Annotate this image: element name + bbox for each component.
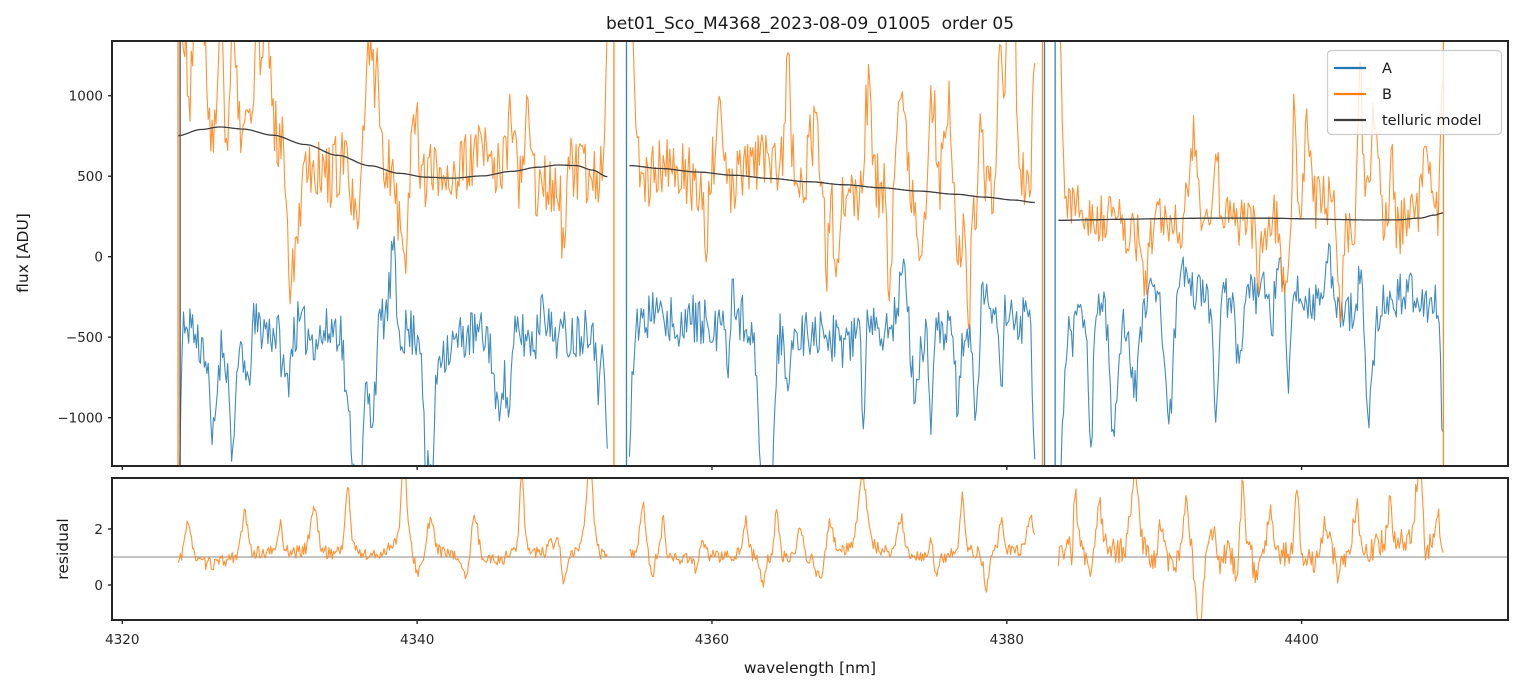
residual-segment-2 [629, 478, 1036, 593]
legend-label-A: A [1382, 61, 1392, 77]
plot-root: 4320 4340 4360 4380 4400 1000 500 0 −500 −1000 2 0 [57, 40, 1509, 648]
plot-title: bet01_Sco_M4368_2023-08-09_01005 order 0… [606, 14, 1014, 34]
legend-box [1326, 49, 1503, 136]
series-A-segment-1 [179, 236, 608, 466]
flux-y-tick-label: −1000 [57, 411, 103, 427]
telluric-model-segment-2 [629, 164, 1035, 204]
flux-y-tick-label: 0 [94, 250, 103, 266]
x-tick-label: 4380 [990, 632, 1024, 648]
flux-y-tick-label: 1000 [69, 89, 103, 105]
bottom-panel-frame [111, 477, 1509, 621]
x-tick-label: 4340 [400, 632, 434, 648]
series-B-segment-2 [632, 41, 1036, 330]
residual-y-tick-label: 0 [94, 578, 103, 594]
residual-axis-label: residual [54, 518, 72, 579]
series-A-segment-2 [628, 258, 1036, 466]
series-B-segment-1 [181, 41, 608, 305]
residual-segment-3 [1057, 478, 1444, 620]
x-tick-label: 4360 [695, 632, 729, 648]
flux-axis-label: flux [ADU] [14, 213, 32, 293]
bottom-panel-data [112, 478, 1508, 620]
legend-label-B: B [1382, 87, 1392, 103]
top-panel-data [177, 41, 1445, 466]
x-tick-label: 4320 [105, 632, 139, 648]
series-A-segment-3 [1057, 243, 1444, 466]
legend-label-telluric: telluric model [1382, 113, 1482, 129]
flux-y-tick-label: 500 [77, 169, 103, 185]
residual-segment-1 [177, 478, 608, 585]
telluric-model-segment-1 [178, 126, 608, 179]
x-axis-label: wavelength [nm] [744, 659, 876, 677]
residual-y-tick-label: 2 [94, 522, 103, 538]
x-tick-label: 4400 [1284, 632, 1318, 648]
telluric-model-segment-3 [1058, 212, 1444, 221]
flux-y-tick-label: −500 [66, 330, 103, 346]
series-B-segment-3 [1059, 41, 1444, 323]
top-panel-frame [111, 40, 1509, 467]
